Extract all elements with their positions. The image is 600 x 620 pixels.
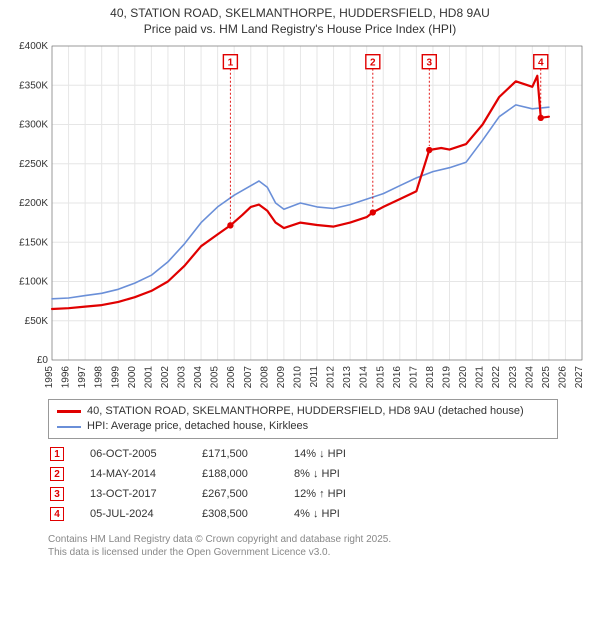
transaction-price: £267,500	[202, 485, 292, 503]
footer-attribution: Contains HM Land Registry data © Crown c…	[48, 533, 590, 559]
svg-text:2012: 2012	[326, 365, 337, 388]
legend-label-1: 40, STATION ROAD, SKELMANTHORPE, HUDDERS…	[87, 404, 524, 419]
svg-text:2023: 2023	[508, 365, 519, 388]
svg-text:1996: 1996	[61, 365, 72, 388]
svg-text:2000: 2000	[127, 365, 138, 388]
transaction-price: £171,500	[202, 445, 292, 463]
svg-text:£400K: £400K	[19, 41, 48, 52]
svg-text:2002: 2002	[160, 365, 171, 388]
svg-text:£200K: £200K	[19, 198, 48, 209]
title-line-1: 40, STATION ROAD, SKELMANTHORPE, HUDDERS…	[10, 6, 590, 22]
svg-text:2015: 2015	[375, 365, 386, 388]
footer-line-1: Contains HM Land Registry data © Crown c…	[48, 533, 590, 546]
svg-text:2006: 2006	[226, 365, 237, 388]
transaction-date: 13-OCT-2017	[90, 485, 200, 503]
svg-text:£250K: £250K	[19, 158, 48, 169]
svg-text:2026: 2026	[557, 365, 568, 388]
svg-text:£100K: £100K	[19, 276, 48, 287]
transaction-movement: 4% ↓ HPI	[294, 505, 356, 523]
transaction-date: 05-JUL-2024	[90, 505, 200, 523]
footer-line-2: This data is licensed under the Open Gov…	[48, 546, 590, 559]
title-line-2: Price paid vs. HM Land Registry's House …	[10, 22, 590, 36]
svg-text:2001: 2001	[143, 365, 154, 388]
svg-text:2013: 2013	[342, 365, 353, 388]
transaction-movement: 12% ↑ HPI	[294, 485, 356, 503]
transaction-date: 06-OCT-2005	[90, 445, 200, 463]
transaction-row: 4 05-JUL-2024£308,5004% ↓ HPI	[50, 505, 356, 523]
svg-text:1: 1	[228, 57, 234, 68]
svg-text:2016: 2016	[392, 365, 403, 388]
svg-text:£0: £0	[37, 355, 49, 366]
legend: 40, STATION ROAD, SKELMANTHORPE, HUDDERS…	[48, 399, 558, 440]
chart-svg: £0 £50K £100K £150K £200K £250K £300K £350K £400…	[10, 40, 590, 390]
transaction-date: 14-MAY-2014	[90, 465, 200, 483]
svg-text:1999: 1999	[110, 365, 121, 388]
legend-row-2: HPI: Average price, detached house, Kirk…	[57, 419, 549, 434]
svg-text:3: 3	[427, 57, 433, 68]
legend-row-1: 40, STATION ROAD, SKELMANTHORPE, HUDDERS…	[57, 404, 549, 419]
svg-text:2014: 2014	[359, 365, 370, 388]
legend-swatch-2	[57, 426, 81, 428]
svg-text:2018: 2018	[425, 365, 436, 388]
svg-text:1998: 1998	[94, 365, 105, 388]
svg-text:4: 4	[538, 57, 544, 68]
transaction-movement: 14% ↓ HPI	[294, 445, 356, 463]
svg-text:2010: 2010	[292, 365, 303, 388]
transaction-price: £188,000	[202, 465, 292, 483]
svg-text:2007: 2007	[243, 365, 254, 388]
svg-text:2011: 2011	[309, 365, 320, 387]
svg-text:1997: 1997	[77, 365, 88, 388]
svg-text:2022: 2022	[491, 365, 502, 388]
svg-text:2009: 2009	[276, 365, 287, 388]
svg-text:2008: 2008	[259, 365, 270, 388]
svg-text:2: 2	[370, 57, 376, 68]
svg-text:2017: 2017	[408, 365, 419, 388]
svg-text:2005: 2005	[210, 365, 221, 388]
transaction-row: 3 13-OCT-2017£267,50012% ↑ HPI	[50, 485, 356, 503]
svg-text:2003: 2003	[177, 365, 188, 388]
svg-text:2019: 2019	[442, 365, 453, 388]
svg-text:1995: 1995	[44, 365, 55, 388]
transactions-table: 1 06-OCT-2005£171,50014% ↓ HPI 2 14-MAY-201…	[48, 443, 358, 525]
svg-text:£150K: £150K	[19, 237, 48, 248]
price-chart: £0 £50K £100K £150K £200K £250K £300K £350K £400…	[10, 40, 590, 393]
transaction-movement: 8% ↓ HPI	[294, 465, 356, 483]
transaction-marker: 3	[50, 487, 64, 501]
page-container: 40, STATION ROAD, SKELMANTHORPE, HUDDERS…	[0, 0, 600, 620]
transaction-price: £308,500	[202, 505, 292, 523]
transaction-marker: 4	[50, 507, 64, 521]
svg-text:£50K: £50K	[25, 315, 49, 326]
svg-text:2021: 2021	[475, 365, 486, 388]
transaction-marker: 1	[50, 447, 64, 461]
svg-text:2020: 2020	[458, 365, 469, 388]
svg-text:£300K: £300K	[19, 119, 48, 130]
legend-swatch-1	[57, 410, 81, 413]
svg-text:2025: 2025	[541, 365, 552, 388]
legend-label-2: HPI: Average price, detached house, Kirk…	[87, 419, 308, 434]
transaction-row: 2 14-MAY-2014£188,0008% ↓ HPI	[50, 465, 356, 483]
svg-text:£350K: £350K	[19, 80, 48, 91]
transaction-row: 1 06-OCT-2005£171,50014% ↓ HPI	[50, 445, 356, 463]
svg-text:2004: 2004	[193, 365, 204, 388]
transaction-marker: 2	[50, 467, 64, 481]
svg-text:2027: 2027	[574, 365, 585, 388]
svg-text:2024: 2024	[524, 365, 535, 388]
